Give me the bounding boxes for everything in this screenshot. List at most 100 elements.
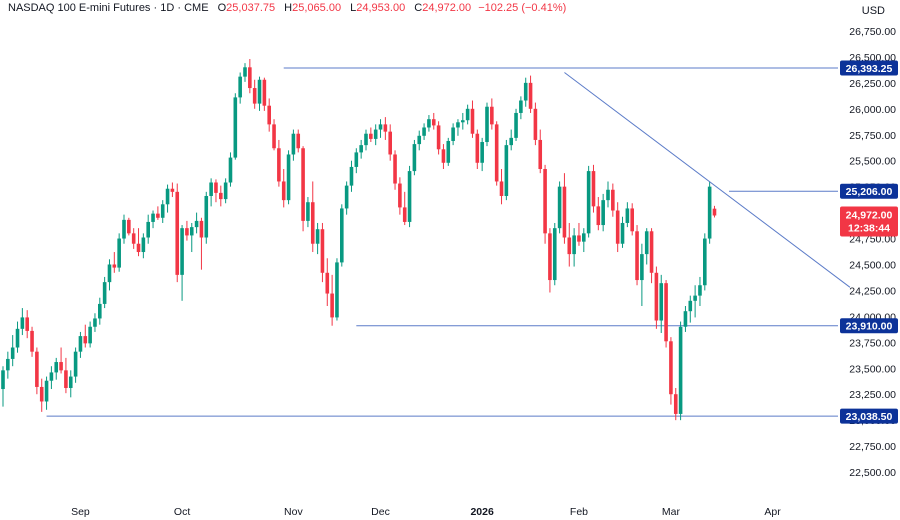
candle <box>277 139 281 187</box>
candle-body <box>654 272 659 321</box>
candle <box>320 222 325 283</box>
candle-body <box>112 264 117 268</box>
level-badge-label: 23,038.50 <box>846 411 893 423</box>
candle <box>431 112 436 130</box>
candle-body <box>15 328 20 348</box>
y-tick-label: 22,500.00 <box>849 467 896 479</box>
candle-body <box>68 376 73 388</box>
candle-body <box>446 140 451 163</box>
candle <box>340 204 344 267</box>
level-badge: 25,206.00 <box>840 183 898 199</box>
candle-body <box>136 243 141 253</box>
candle-body <box>427 119 431 128</box>
low-value: 24,953.00 <box>356 2 406 14</box>
candle <box>446 137 451 166</box>
candle <box>35 347 39 395</box>
candle-body <box>538 139 543 170</box>
candle <box>427 115 431 132</box>
candle-body <box>272 124 276 149</box>
horizontal-levels <box>46 67 838 417</box>
candle-body <box>388 131 392 155</box>
candle <box>683 306 688 332</box>
candle-body <box>431 119 436 126</box>
candle-body <box>146 221 150 238</box>
symbol-name[interactable]: NASDAQ 100 E-mini Futures <box>8 2 151 14</box>
candle <box>625 202 630 228</box>
candle <box>146 214 150 244</box>
candle-body <box>267 105 271 125</box>
x-tick-label: Mar <box>662 506 681 518</box>
candle-body <box>519 100 523 113</box>
candle-body <box>398 183 402 208</box>
candle <box>209 178 213 207</box>
y-tick-label: 24,750.00 <box>849 234 896 246</box>
candle-body <box>170 188 175 192</box>
candle <box>673 387 678 421</box>
candle <box>451 123 455 146</box>
candle-body <box>649 231 654 273</box>
candle-body <box>688 300 693 312</box>
candle <box>68 370 73 398</box>
candle <box>465 104 470 125</box>
candle <box>127 217 131 236</box>
y-tick-label: 26,000.00 <box>849 104 896 116</box>
candle <box>20 308 25 336</box>
candle <box>248 58 252 94</box>
candle <box>199 217 204 270</box>
x-tick-label: Dec <box>371 506 390 518</box>
descending-trendline[interactable] <box>564 72 851 288</box>
candle <box>519 96 523 120</box>
candle-body <box>238 76 242 98</box>
level-badge: 23,910.00 <box>840 318 898 334</box>
candle <box>156 206 160 220</box>
candle-body <box>301 148 305 221</box>
candle <box>315 222 320 255</box>
candle <box>25 310 29 339</box>
candle-body <box>204 195 209 238</box>
candle-body <box>611 189 615 211</box>
candle <box>606 181 610 208</box>
candle <box>262 77 267 111</box>
candle-body <box>281 181 286 201</box>
candle-body <box>233 97 238 158</box>
interval[interactable]: 1D <box>160 2 175 14</box>
candle-body <box>175 191 180 275</box>
candle <box>402 191 407 226</box>
candle <box>388 124 392 161</box>
candle-body <box>373 129 378 139</box>
candle-body <box>436 125 441 150</box>
candle-body <box>557 186 562 229</box>
candle-body <box>615 210 620 244</box>
candle <box>194 212 199 234</box>
candle-body <box>451 127 455 141</box>
candle-body <box>214 182 218 193</box>
candle <box>572 228 576 267</box>
candle-body <box>73 351 78 377</box>
candle-body <box>243 67 247 77</box>
candle <box>131 228 136 249</box>
candle <box>707 181 712 244</box>
currency-selector[interactable]: USD <box>854 2 892 20</box>
time-axis[interactable]: Sep Oct Nov Dec 2026 Feb Mar Apr <box>71 506 781 518</box>
candle-body <box>291 133 296 155</box>
level-badge-bg <box>840 60 898 76</box>
candle <box>364 129 368 151</box>
candle-body <box>630 208 634 232</box>
candle-body <box>44 380 49 402</box>
candle <box>185 220 189 241</box>
candle <box>398 177 402 215</box>
level-badge-label: 23,910.00 <box>846 321 893 333</box>
candle <box>494 121 499 186</box>
candle-body <box>277 148 281 182</box>
candle <box>712 205 717 218</box>
candle <box>10 335 15 367</box>
x-tick-label: 2026 <box>470 506 494 518</box>
candle-body <box>98 303 102 319</box>
candle-body <box>572 235 576 255</box>
candle <box>504 139 509 201</box>
candle-body <box>1 370 5 390</box>
candle <box>204 191 209 244</box>
open-value: 25,037.75 <box>226 2 276 14</box>
candle-body <box>219 192 223 200</box>
